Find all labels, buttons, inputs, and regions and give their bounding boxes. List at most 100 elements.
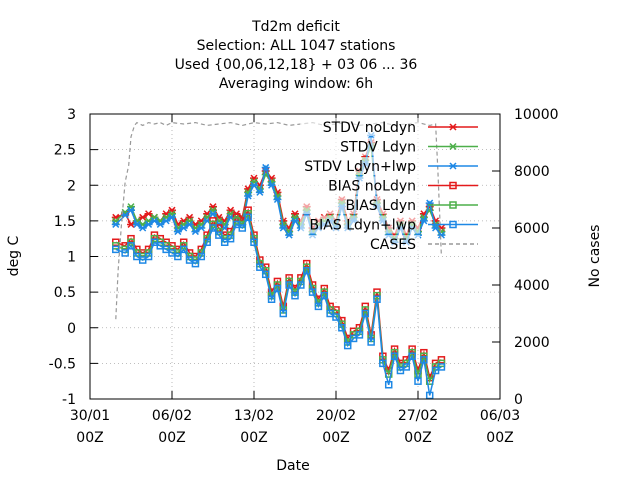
data-point bbox=[226, 234, 235, 243]
data-point bbox=[185, 217, 194, 225]
data-point bbox=[261, 270, 270, 279]
data-point bbox=[111, 213, 120, 221]
title-line: Td2m deficit bbox=[251, 19, 340, 35]
title-line: Selection: ALL 1047 stations bbox=[197, 38, 396, 54]
data-point bbox=[437, 363, 446, 371]
data-point bbox=[302, 267, 311, 275]
legend-label: BIAS Ldyn+lwp bbox=[310, 218, 417, 234]
data-point bbox=[250, 181, 258, 189]
data-point bbox=[285, 281, 293, 289]
data-point bbox=[425, 391, 434, 400]
x-tick-sublabel: 00Z bbox=[322, 430, 349, 446]
data-point bbox=[185, 220, 194, 228]
data-point bbox=[162, 217, 171, 225]
data-point bbox=[414, 377, 422, 385]
legend-label: BIAS Ldyn bbox=[346, 198, 417, 214]
data-point bbox=[244, 192, 253, 200]
data-point bbox=[267, 295, 276, 303]
legend-label-bg bbox=[300, 235, 420, 253]
data-point bbox=[138, 213, 147, 221]
y-tick-label: 1.5 bbox=[54, 214, 76, 230]
data-point bbox=[361, 309, 370, 318]
legend-label: STDV Ldyn bbox=[340, 140, 416, 156]
data-point bbox=[273, 195, 282, 204]
data-point bbox=[308, 288, 317, 296]
data-point bbox=[144, 220, 153, 228]
legend-label-bg bbox=[300, 196, 420, 214]
data-point bbox=[402, 363, 411, 371]
legend-label: CASES bbox=[370, 237, 416, 253]
y2-tick-label: 4000 bbox=[514, 278, 550, 294]
data-point bbox=[174, 252, 182, 261]
legend-label: BIAS noLdyn bbox=[328, 179, 416, 195]
title-line: Averaging window: 6h bbox=[219, 76, 373, 92]
y2-axis-label: No cases bbox=[587, 225, 603, 288]
data-point bbox=[449, 220, 457, 229]
tick-layer: -1 -0.5 0 0.5 1 1.5 2 2.5 3 0 2000 4000 6000 8000 1000… bbox=[49, 107, 559, 446]
data-point bbox=[144, 252, 153, 261]
data-point bbox=[320, 291, 329, 300]
data-point bbox=[255, 188, 264, 196]
series-bias-ldyn-lwp bbox=[112, 213, 446, 400]
y-tick-label: 3 bbox=[67, 107, 76, 123]
data-point bbox=[250, 174, 258, 182]
data-point bbox=[414, 370, 422, 378]
legend-label-bg bbox=[300, 137, 420, 156]
x-tick-label: 30/01 bbox=[70, 408, 110, 424]
data-point bbox=[203, 238, 211, 246]
data-point bbox=[179, 245, 188, 254]
data-point bbox=[449, 162, 457, 170]
data-point bbox=[449, 201, 457, 209]
data-point bbox=[121, 249, 129, 257]
data-point bbox=[279, 309, 288, 318]
data-point bbox=[209, 224, 217, 232]
x-tick-sublabel: 00Z bbox=[240, 430, 267, 446]
y-tick-label: -0.5 bbox=[49, 356, 76, 372]
data-point bbox=[408, 352, 416, 360]
data-point bbox=[138, 224, 147, 232]
data-point bbox=[150, 217, 159, 225]
data-point bbox=[449, 181, 457, 190]
x-tick-label: 06/03 bbox=[480, 408, 520, 424]
y-tick-label: 2 bbox=[67, 178, 76, 194]
legend-label-bg bbox=[300, 118, 420, 136]
data-point bbox=[150, 213, 159, 221]
x-tick-sublabel: 00Z bbox=[486, 430, 513, 446]
data-point bbox=[355, 331, 364, 339]
data-point bbox=[291, 291, 299, 300]
y-axis-label: deg C bbox=[6, 235, 22, 276]
legend-label-bg bbox=[300, 176, 420, 195]
data-point bbox=[209, 210, 217, 218]
y2-tick-label: 2000 bbox=[514, 335, 550, 351]
data-point bbox=[144, 210, 153, 218]
legend: STDV noLdyn STDV Ldyn STDV Ldyn+lwp BIAS no… bbox=[300, 118, 478, 253]
data-point bbox=[179, 224, 188, 232]
data-point bbox=[121, 211, 130, 219]
chart-title: Td2m deficit Selection: ALL 1047 stations… bbox=[175, 19, 418, 92]
data-point bbox=[343, 341, 352, 350]
data-point bbox=[168, 206, 176, 214]
data-point bbox=[437, 231, 446, 239]
data-point bbox=[250, 238, 258, 246]
data-point bbox=[256, 263, 264, 271]
data-point bbox=[191, 228, 200, 236]
data-point bbox=[291, 217, 299, 225]
data-point bbox=[379, 359, 387, 368]
x-tick-label: 27/02 bbox=[398, 408, 438, 424]
data-point bbox=[373, 295, 381, 303]
data-point bbox=[419, 217, 428, 225]
data-point bbox=[273, 284, 282, 293]
data-point bbox=[291, 210, 299, 218]
data-point bbox=[449, 123, 457, 131]
data-point bbox=[267, 181, 276, 189]
data-point bbox=[261, 163, 270, 171]
data-point bbox=[332, 313, 340, 321]
data-point bbox=[238, 224, 247, 232]
data-point bbox=[384, 381, 393, 389]
data-point bbox=[127, 206, 135, 214]
data-point bbox=[420, 356, 428, 364]
x-tick-sublabel: 00Z bbox=[404, 430, 431, 446]
data-point bbox=[314, 302, 323, 311]
data-point bbox=[111, 220, 120, 228]
